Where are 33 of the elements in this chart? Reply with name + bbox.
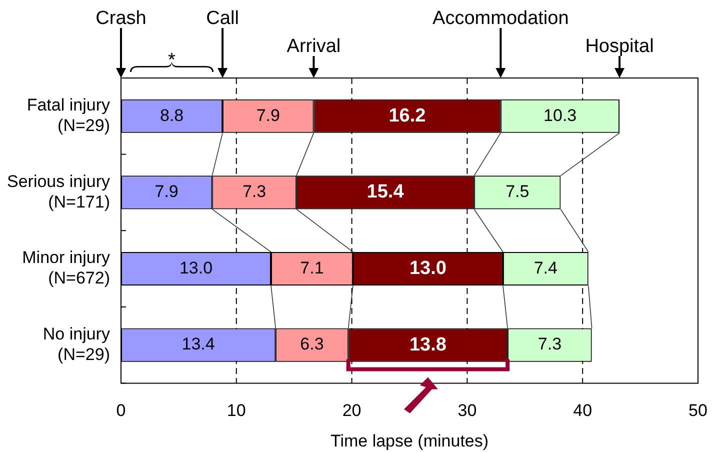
y-tick-label: Minor injury (N=672) [22,248,110,288]
data-label: 7.1 [300,258,324,278]
data-label: 13.0 [409,258,446,279]
y-tick-label: Serious injury (N=171) [6,172,110,212]
data-label: 7.3 [242,182,266,202]
data-label: 16.2 [388,105,426,126]
data-label: 7.9 [256,106,280,125]
data-label: 13.8 [409,334,446,356]
data-label: 7.3 [538,334,562,354]
text: Hospital [585,36,654,57]
data-label: 13.4 [182,334,215,354]
data-label: 10.3 [544,106,577,125]
data-label: 7.5 [506,182,530,202]
x-tick-label: 50 [688,401,708,420]
x-tick-label: 20 [342,401,362,420]
data-label: 15.4 [366,182,404,203]
text: Accommodation [432,8,569,29]
x-tick-label: 10 [226,401,246,420]
y-tick-label: No injury (N=29) [42,324,110,364]
data-label: 6.3 [300,334,324,354]
data-label: 13.0 [179,258,213,278]
text: Arrival [286,36,341,57]
y-tick-label: Fatal injury (N=29) [26,96,110,136]
text: Crash [96,8,146,29]
text: Call [206,8,239,29]
text: * [168,50,176,71]
data-label: 7.4 [534,258,558,278]
data-label: 7.9 [154,182,178,202]
data-label: 8.8 [160,106,184,125]
x-tick-label: 30 [458,401,477,420]
x-axis-title: Time lapse (minutes) [330,431,489,450]
x-tick-label: 0 [116,401,126,420]
x-tick-label: 40 [573,401,592,420]
